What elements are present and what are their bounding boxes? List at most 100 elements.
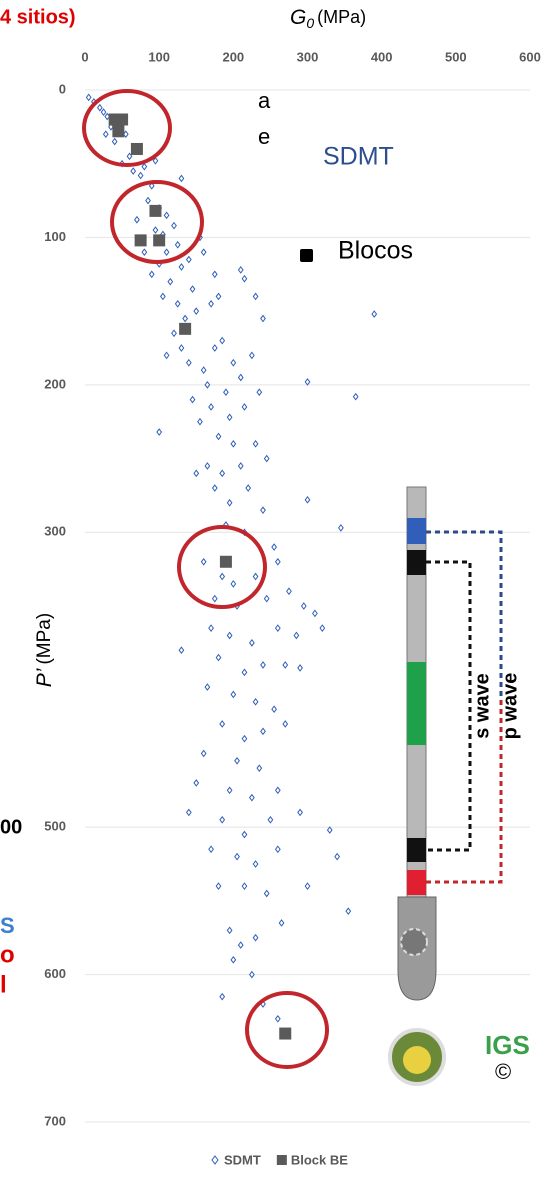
diagram-label: IGS bbox=[485, 1030, 530, 1060]
data-point bbox=[249, 639, 255, 647]
legend-marker bbox=[211, 1155, 219, 1165]
data-point bbox=[319, 624, 326, 632]
data-point bbox=[263, 454, 270, 463]
data-point bbox=[211, 270, 218, 279]
data-point bbox=[174, 299, 181, 308]
data-point bbox=[208, 624, 214, 632]
side-fragment: e bbox=[258, 124, 270, 149]
data-point bbox=[200, 248, 207, 257]
data-point bbox=[111, 137, 118, 146]
diagram-label: p wave bbox=[499, 673, 521, 740]
data-point bbox=[241, 403, 248, 411]
data-point bbox=[208, 845, 214, 854]
data-point bbox=[260, 661, 266, 669]
data-point bbox=[116, 113, 129, 126]
data-point bbox=[141, 162, 148, 171]
data-point bbox=[167, 277, 174, 286]
x-tick-label: 0 bbox=[81, 49, 88, 64]
data-point bbox=[334, 852, 341, 861]
data-point bbox=[193, 469, 200, 478]
data-point bbox=[352, 392, 359, 401]
data-point bbox=[263, 594, 270, 603]
data-point bbox=[204, 462, 211, 470]
y-tick-label: 300 bbox=[44, 524, 66, 539]
data-point bbox=[219, 555, 232, 568]
data-point bbox=[211, 484, 218, 492]
data-point bbox=[237, 373, 244, 382]
data-point bbox=[171, 221, 177, 230]
data-point bbox=[237, 266, 244, 274]
data-point bbox=[85, 93, 92, 102]
data-point bbox=[178, 344, 185, 352]
data-point bbox=[178, 263, 185, 271]
x-tick-label: 400 bbox=[371, 49, 393, 64]
y-tick-label: 100 bbox=[44, 229, 66, 244]
data-point bbox=[200, 366, 207, 374]
data-point bbox=[185, 358, 192, 367]
legend-label: Block BE bbox=[291, 1152, 348, 1167]
data-point bbox=[130, 167, 137, 175]
data-point bbox=[223, 388, 229, 397]
data-point bbox=[249, 351, 255, 360]
data-point bbox=[260, 506, 266, 515]
data-point bbox=[371, 310, 378, 318]
data-point bbox=[137, 171, 144, 180]
data-point bbox=[230, 439, 237, 448]
data-point bbox=[226, 631, 233, 640]
side-fragment: a bbox=[258, 88, 271, 113]
data-point bbox=[193, 307, 200, 315]
data-point bbox=[300, 602, 307, 610]
data-point bbox=[252, 860, 259, 868]
data-point bbox=[189, 285, 196, 293]
data-point bbox=[297, 664, 303, 672]
x-tick-label: 500 bbox=[445, 49, 467, 64]
side-fragment: 00 bbox=[0, 816, 22, 838]
data-point bbox=[174, 240, 181, 249]
data-point bbox=[226, 786, 233, 795]
data-point bbox=[219, 572, 226, 581]
data-point bbox=[252, 292, 259, 301]
data-point bbox=[171, 329, 177, 338]
data-point bbox=[241, 668, 248, 677]
data-point bbox=[293, 631, 300, 640]
data-point bbox=[153, 234, 166, 247]
data-point bbox=[241, 734, 248, 743]
title-fragment: 4 sitios) bbox=[0, 6, 76, 28]
data-point bbox=[274, 845, 281, 854]
data-point bbox=[134, 215, 140, 224]
data-point bbox=[219, 720, 226, 728]
data-point bbox=[145, 196, 151, 205]
data-point bbox=[256, 764, 263, 773]
legend-label: SDMT bbox=[224, 1152, 261, 1167]
data-point bbox=[304, 882, 311, 890]
data-point bbox=[256, 388, 263, 397]
y-tick-label: 500 bbox=[44, 819, 66, 834]
data-point bbox=[182, 314, 188, 323]
data-point bbox=[156, 428, 163, 436]
data-point bbox=[215, 882, 222, 890]
annotation: SDMT bbox=[323, 143, 394, 171]
data-point bbox=[274, 557, 281, 566]
data-point bbox=[219, 469, 226, 478]
data-point bbox=[241, 882, 248, 890]
x-tick-label: 300 bbox=[297, 49, 319, 64]
data-point bbox=[215, 432, 222, 441]
data-point bbox=[100, 108, 107, 116]
data-point bbox=[204, 381, 211, 389]
data-point bbox=[237, 941, 244, 949]
probe-diagram: s wave p wave IGS © bbox=[388, 486, 530, 1086]
data-point bbox=[230, 580, 237, 588]
data-point bbox=[338, 524, 344, 532]
annotation: Blocos bbox=[338, 237, 413, 265]
data-point bbox=[130, 142, 143, 155]
data-point bbox=[297, 808, 303, 817]
data-point bbox=[204, 683, 211, 691]
y-tick-label: 700 bbox=[44, 1113, 66, 1128]
data-point bbox=[345, 907, 352, 916]
data-point bbox=[274, 786, 281, 795]
data-point bbox=[112, 125, 125, 138]
y-axis-label: P’(MPa) bbox=[33, 613, 56, 687]
data-point bbox=[189, 395, 196, 404]
data-point bbox=[304, 496, 311, 504]
